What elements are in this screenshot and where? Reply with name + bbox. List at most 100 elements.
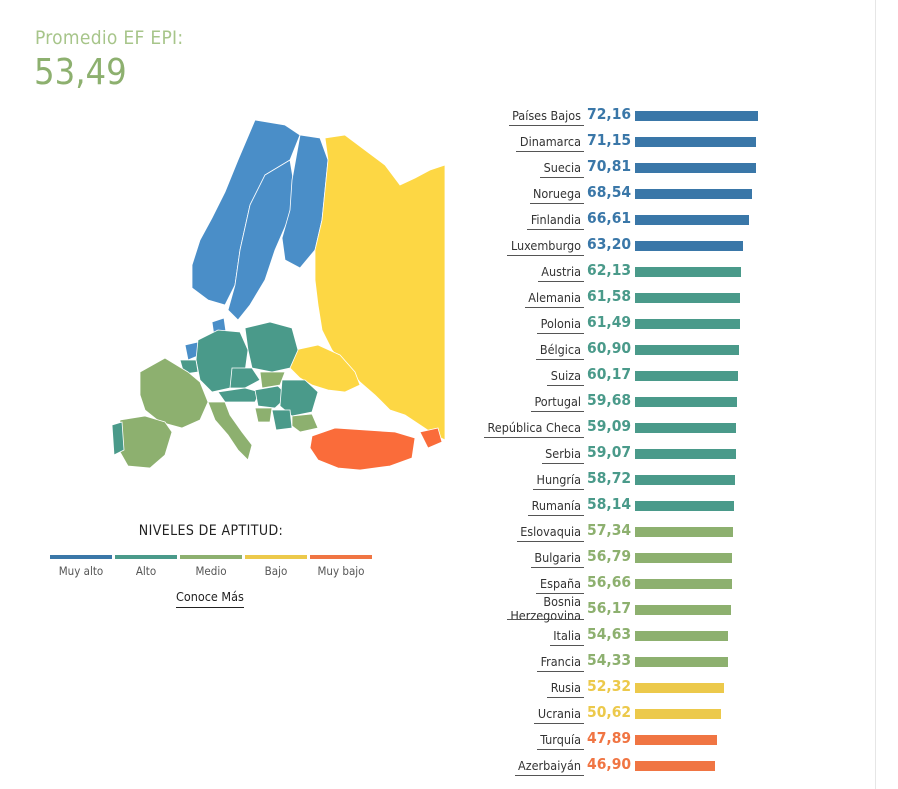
map-region-bosnia-herzegovina[interactable] (254, 407, 273, 423)
value-label: 72,16 (587, 105, 632, 123)
label-underline (527, 229, 584, 230)
europe-map[interactable] (100, 110, 450, 480)
map-region-portugal[interactable] (111, 421, 125, 456)
label-underline (507, 255, 584, 256)
levels-title: NIVELES DE APTITUD: (138, 523, 284, 539)
bar-row[interactable]: Austria 62,13 (0, 259, 898, 285)
value-label: 70,81 (587, 157, 632, 175)
level-muy-bajo: Muy bajo (310, 555, 372, 578)
bar-row[interactable]: Italia 54,63 (0, 623, 898, 649)
bar-row[interactable]: Suecia 70,81 (0, 155, 898, 181)
map-region-espana[interactable] (119, 415, 173, 469)
bar-row[interactable]: Francia 54,33 (0, 649, 898, 675)
bar (635, 423, 736, 433)
bar (635, 709, 721, 719)
bar (635, 527, 733, 537)
country-label: Serbia (545, 446, 581, 461)
bar-row[interactable]: Suiza 60,17 (0, 363, 898, 389)
bar-row[interactable]: Polonia 61,49 (0, 311, 898, 337)
map-region-rumania[interactable] (279, 379, 319, 417)
bar-row[interactable]: Serbia 59,07 (0, 441, 898, 467)
bar (635, 189, 752, 199)
bar (635, 267, 741, 277)
value-label: 50,62 (587, 703, 632, 721)
label-underline (531, 567, 584, 568)
country-label: Italia (553, 628, 581, 643)
value-label: 63,20 (587, 235, 632, 253)
label-underline (525, 307, 584, 308)
bar-row[interactable]: Finlandia 66,61 (0, 207, 898, 233)
map-region-italia[interactable] (207, 401, 253, 461)
bar-row[interactable]: Hungría 58,72 (0, 467, 898, 493)
level-bajo: Bajo (245, 555, 307, 578)
label-underline (517, 541, 584, 542)
label-underline (531, 411, 584, 412)
bar-row[interactable]: Dinamarca 71,15 (0, 129, 898, 155)
map-region-ucrania[interactable] (289, 344, 361, 393)
level-swatch (115, 555, 177, 559)
value-label: 59,07 (587, 443, 632, 461)
label-underline (484, 437, 584, 438)
bar-row[interactable]: Rusia 52,32 (0, 675, 898, 701)
country-label: Finlandia (530, 212, 581, 227)
country-label: Portugal (534, 394, 581, 409)
value-label: 71,15 (587, 131, 632, 149)
bar (635, 397, 737, 407)
bar-row[interactable]: España 56,66 (0, 571, 898, 597)
average-value: 53,49 (34, 52, 127, 93)
value-label: 58,14 (587, 495, 632, 513)
bar-row[interactable]: Bélgica 60,90 (0, 337, 898, 363)
average-label: Promedio EF EPI: (35, 27, 184, 49)
bar-row[interactable]: República Checa 59,09 (0, 415, 898, 441)
bar (635, 501, 734, 511)
bar-row[interactable]: Azerbaiyán 46,90 (0, 753, 898, 779)
map-region-serbia[interactable] (271, 409, 293, 431)
map-region-noruega[interactable] (191, 119, 301, 306)
bar-row[interactable]: Bulgaria 56,79 (0, 545, 898, 571)
conoce-mas-link[interactable]: Conoce Más (176, 589, 244, 608)
country-label: Países Bajos (512, 108, 581, 123)
map-region-turquia[interactable] (309, 427, 416, 471)
country-label: Suiza (550, 368, 581, 383)
bar (635, 319, 740, 329)
bar (635, 683, 724, 693)
country-label: Polonia (540, 316, 581, 331)
bar (635, 137, 756, 147)
bar (635, 111, 758, 121)
label-underline (547, 385, 584, 386)
label-underline (537, 333, 584, 334)
bar-row[interactable]: Rumanía 58,14 (0, 493, 898, 519)
level-alto: Alto (115, 555, 177, 578)
bar (635, 579, 732, 589)
level-name: Bajo (264, 564, 288, 578)
value-label: 60,17 (587, 365, 632, 383)
value-label: 57,34 (587, 521, 632, 539)
bar-row[interactable]: Ucrania 50,62 (0, 701, 898, 727)
value-label: 46,90 (587, 755, 632, 773)
value-label: 60,90 (587, 339, 632, 357)
map-region-francia[interactable] (139, 357, 209, 429)
label-underline (515, 775, 584, 776)
map-region-finlandia[interactable] (281, 134, 329, 269)
bar-row[interactable]: Bosnia Herzegovina 56,17 (0, 595, 898, 623)
bar-row[interactable]: Noruega 68,54 (0, 181, 898, 207)
bar-row[interactable]: Luxemburgo 63,20 (0, 233, 898, 259)
bar (635, 293, 740, 303)
map-region-eslovaquia[interactable] (259, 371, 286, 389)
bar-row[interactable]: Alemania 61,58 (0, 285, 898, 311)
map-region-bulgaria[interactable] (291, 413, 319, 433)
country-label: Bulgaria (534, 550, 581, 565)
bar-row[interactable]: Turquía 47,89 (0, 727, 898, 753)
bar (635, 761, 715, 771)
map-region-polonia[interactable] (244, 321, 299, 373)
bar-row[interactable]: Países Bajos 72,16 (0, 103, 898, 129)
map-region-azerbaiyan[interactable] (419, 427, 443, 449)
value-label: 66,61 (587, 209, 632, 227)
level-medio: Medio (180, 555, 242, 578)
bar-row[interactable]: Eslovaquia 57,34 (0, 519, 898, 545)
bar-row[interactable]: Portugal 59,68 (0, 389, 898, 415)
label-underline (547, 697, 584, 698)
bar (635, 553, 732, 563)
map-region-republica-checa[interactable] (229, 367, 261, 389)
